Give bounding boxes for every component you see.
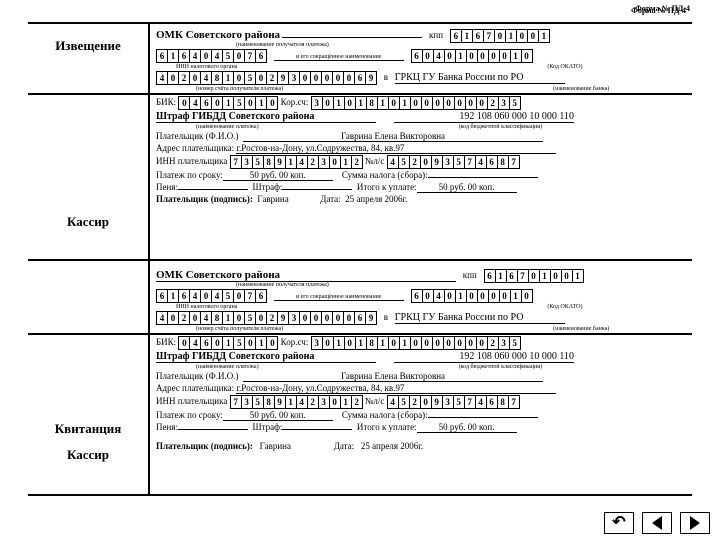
date: 25 апреля 2006г. — [345, 194, 407, 204]
kor-boxes: 3010181010000000235 — [311, 96, 521, 110]
amount-2: 50 руб. 00 коп. — [417, 182, 517, 193]
payer-label: Плательщик (Ф.И.О.) — [156, 131, 239, 141]
payer-name-2: Гаврина Елена Викторовна — [243, 371, 543, 382]
addr-2: г.Ростов-на-Дону, ул.Содружества, 84, кв… — [236, 383, 556, 394]
inn-sub-2: ИНН налогового органа — [176, 304, 237, 310]
kpp-boxes-2: 616701001 — [484, 269, 584, 283]
left-column-top: Извещение Кассир — [28, 24, 150, 259]
payer-name: Гаврина Елена Викторовна — [243, 131, 543, 142]
receipt-section: Квитанция Кассир ОМК Советского района к… — [28, 261, 692, 496]
total-label: Итого к уплате: — [357, 182, 417, 192]
due-label-2: Платеж по сроку: — [156, 410, 223, 420]
return-button[interactable]: ↶ — [604, 512, 634, 534]
cashier-label-bottom: Кассир — [28, 447, 148, 463]
next-icon — [690, 516, 700, 530]
inn-p-label-2: ИНН плательщика — [156, 396, 227, 406]
addr-label: Адрес плательщика: — [156, 143, 234, 153]
tax-label-2: Сумма налога (сбора): — [342, 410, 428, 420]
amount-3: 50 руб. 00 коп. — [223, 410, 333, 421]
form-container: Извещение Кассир Форма № ПД-4 ОМК Советс… — [28, 22, 692, 496]
notice-section: Извещение Кассир Форма № ПД-4 ОМК Советс… — [28, 24, 692, 261]
ls-boxes: 452093574687 — [387, 155, 520, 169]
kor-boxes-2: 3010181010000000235 — [311, 336, 521, 350]
rs-sub: и его сокращённое наименование — [274, 54, 404, 61]
kor-label-2: Кор.сч: — [281, 337, 309, 347]
penya-label-2: Пеня: — [156, 422, 178, 432]
purpose-sub-2: (наименование платежа) — [196, 364, 259, 370]
form-number-inner: Форма № ПД-4 — [631, 6, 686, 15]
inn-boxes-2: 6164045076 — [156, 289, 267, 303]
next-button[interactable] — [680, 512, 710, 534]
left-column-bottom: Квитанция Кассир — [28, 261, 150, 496]
okato-sub: (Код ОКАТО) — [547, 64, 582, 70]
kpp-label-2: кпп — [463, 270, 477, 280]
okato-sub-2: (Код ОКАТО) — [547, 304, 582, 310]
bik-label: БИК: — [156, 97, 176, 107]
bik-boxes: 046015010 — [178, 96, 278, 110]
inn-sub: ИНН налогового органа — [176, 64, 237, 70]
bank-name: ГРКЦ ГУ Банка России по РО — [395, 72, 565, 84]
right-column-bottom: ОМК Советского района кпп 616701001 (наи… — [150, 261, 692, 500]
prev-button[interactable] — [642, 512, 672, 534]
okato-boxes-2: 60401000010 — [411, 289, 533, 303]
bank-sub: (наименование банка) — [553, 86, 609, 92]
kor-label: Кор.сч: — [281, 97, 309, 107]
bik-label-2: БИК: — [156, 337, 176, 347]
tax-label: Сумма налога (сбора): — [342, 170, 428, 180]
prev-icon — [652, 516, 662, 530]
amount-4: 50 руб. 00 коп. — [417, 422, 517, 433]
due-label: Платеж по сроку: — [156, 170, 223, 180]
kbk-sub: (код бюджетной классификации) — [459, 124, 543, 130]
sign-label: Плательщик (подпись): — [156, 194, 253, 204]
kbk-2: 192 108 060 000 10 000 110 — [394, 351, 574, 363]
inn-p-boxes: 735891423012 — [230, 155, 363, 169]
kbk-sub-2: (код бюджетной классификации) — [459, 364, 543, 370]
receipt-label: Квитанция — [28, 421, 148, 437]
purpose-2: Штраф ГИБДД Советского района — [156, 351, 376, 363]
date-label: Дата: — [320, 194, 340, 204]
date-label-2: Дата: — [334, 441, 354, 451]
recipient-name: ОМК Советского района — [156, 29, 280, 41]
bik-boxes-2: 046015010 — [178, 336, 278, 350]
sign-label-2: Плательщик (подпись): — [156, 441, 253, 451]
account-boxes: 40204810502930000069 — [156, 71, 377, 85]
fine-label-2: Штраф: — [252, 422, 282, 432]
nav-buttons: ↶ — [600, 512, 710, 534]
date-2: 25 апреля 2006г. — [361, 441, 423, 451]
penya-label: Пеня: — [156, 182, 178, 192]
inn-boxes: 6164045076 — [156, 49, 267, 63]
total-label-2: Итого к уплате: — [357, 422, 417, 432]
kbk: 192 108 060 000 10 000 110 — [394, 111, 574, 123]
bank-name-2: ГРКЦ ГУ Банка России по РО — [395, 312, 565, 324]
in-label: в — [384, 72, 388, 82]
ls-boxes-2: 452093574687 — [387, 395, 520, 409]
in-label-2: в — [384, 312, 388, 322]
fine-label: Штраф: — [252, 182, 282, 192]
purpose: Штраф ГИБДД Советского района — [156, 111, 376, 123]
account-sub-2: (номер счёта получателя платежа) — [196, 326, 283, 332]
notice-label: Извещение — [28, 38, 148, 54]
addr-label-2: Адрес плательщика: — [156, 383, 234, 393]
inn-p-label: ИНН плательщика — [156, 156, 227, 166]
amount-1: 50 руб. 00 коп. — [223, 170, 333, 181]
account-boxes-2: 40204810502930000069 — [156, 311, 377, 325]
kpp-label: кпп — [429, 30, 443, 40]
recipient-name-2: ОМК Советского района — [156, 269, 456, 282]
purpose-sub: (наименование платежа) — [196, 124, 259, 130]
sign-name: Гаврина — [257, 194, 288, 204]
cashier-label-top: Кассир — [28, 214, 148, 230]
kpp-boxes: 616701001 — [450, 29, 550, 43]
rs-sub-2: и его сокращённое наименование — [274, 294, 404, 301]
inn-p-boxes-2: 735891423012 — [230, 395, 363, 409]
account-sub: (номер счёта получателя платежа) — [196, 86, 283, 92]
payer-label-2: Плательщик (Ф.И.О.) — [156, 371, 239, 381]
ls-label: №л/с — [365, 156, 385, 166]
addr: г.Ростов-на-Дону, ул.Содружества, 84, кв… — [236, 143, 556, 154]
bank-sub-2: (наименование банка) — [553, 326, 609, 332]
okato-boxes: 60401000010 — [411, 49, 533, 63]
right-column-top: Форма № ПД-4 ОМК Советского района кпп 6… — [150, 24, 692, 263]
sign-name-2: Гаврина — [260, 441, 291, 451]
ls-label-2: №л/с — [365, 396, 385, 406]
